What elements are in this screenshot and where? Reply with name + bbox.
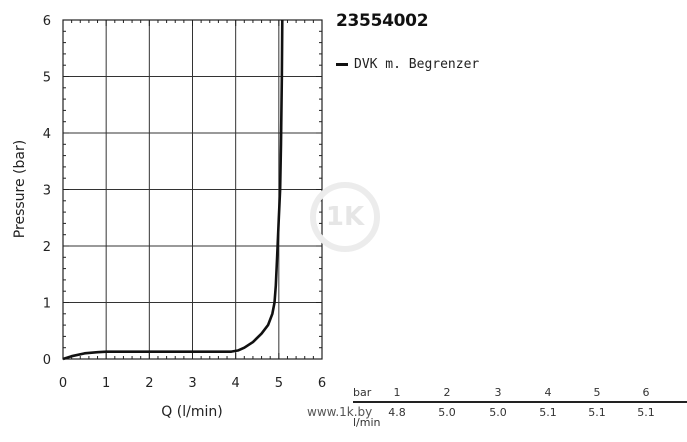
y-tick-label: 2 — [43, 240, 51, 255]
x-tick-label: 0 — [59, 376, 67, 391]
table-pressure-cell: 6 — [642, 386, 650, 399]
table-divider — [353, 401, 687, 403]
x-tick-label: 1 — [102, 376, 110, 391]
table-flow-cell: 5.0 — [438, 406, 456, 419]
y-tick-label: 3 — [43, 184, 51, 199]
table-row-label-flow: l/min — [353, 416, 381, 429]
legend-label: DVK m. Begrenzer — [354, 57, 480, 72]
legend-swatch — [336, 63, 348, 66]
watermark-logo-text: 1K — [325, 202, 365, 232]
table-pressure-cell: 4 — [544, 386, 552, 399]
y-tick-label: 1 — [43, 297, 51, 312]
table-flow-cell: 5.0 — [489, 406, 507, 419]
table-flow-cell: 5.1 — [539, 406, 557, 419]
x-tick-label: 4 — [232, 376, 240, 391]
x-tick-labels: 0 1 2 3 4 5 6 — [59, 376, 326, 391]
watermark-url: www.1k.by — [307, 405, 373, 419]
table-flow-cell: 5.1 — [588, 406, 606, 419]
x-tick-label: 6 — [318, 376, 326, 391]
table-pressure-cell: 2 — [443, 386, 451, 399]
y-tick-label: 5 — [43, 71, 51, 86]
watermark-logo: 1K — [310, 182, 380, 252]
table-pressure-cell: 1 — [393, 386, 401, 399]
y-tick-label: 6 — [43, 14, 51, 29]
y-tick-label: 0 — [43, 353, 51, 368]
y-tick-labels: 0 1 2 3 4 5 6 — [43, 14, 51, 368]
table-pressure-cell: 3 — [494, 386, 502, 399]
x-axis-label: Q (l/min) — [161, 404, 222, 420]
legend-item: DVK m. Begrenzer — [336, 57, 479, 72]
x-tick-label: 5 — [275, 376, 283, 391]
x-tick-label: 2 — [145, 376, 153, 391]
series-line-dvk — [62, 19, 284, 361]
chart-title: 23554002 — [336, 11, 429, 31]
table-flow-cell: 4.8 — [388, 406, 406, 419]
y-axis-label: Pressure (bar) — [12, 140, 28, 238]
y-tick-label: 4 — [43, 127, 51, 142]
table-flow-cell: 5.1 — [637, 406, 655, 419]
x-tick-label: 3 — [188, 376, 196, 391]
table-pressure-cell: 5 — [593, 386, 601, 399]
table-row-label-bar: bar — [353, 386, 372, 399]
